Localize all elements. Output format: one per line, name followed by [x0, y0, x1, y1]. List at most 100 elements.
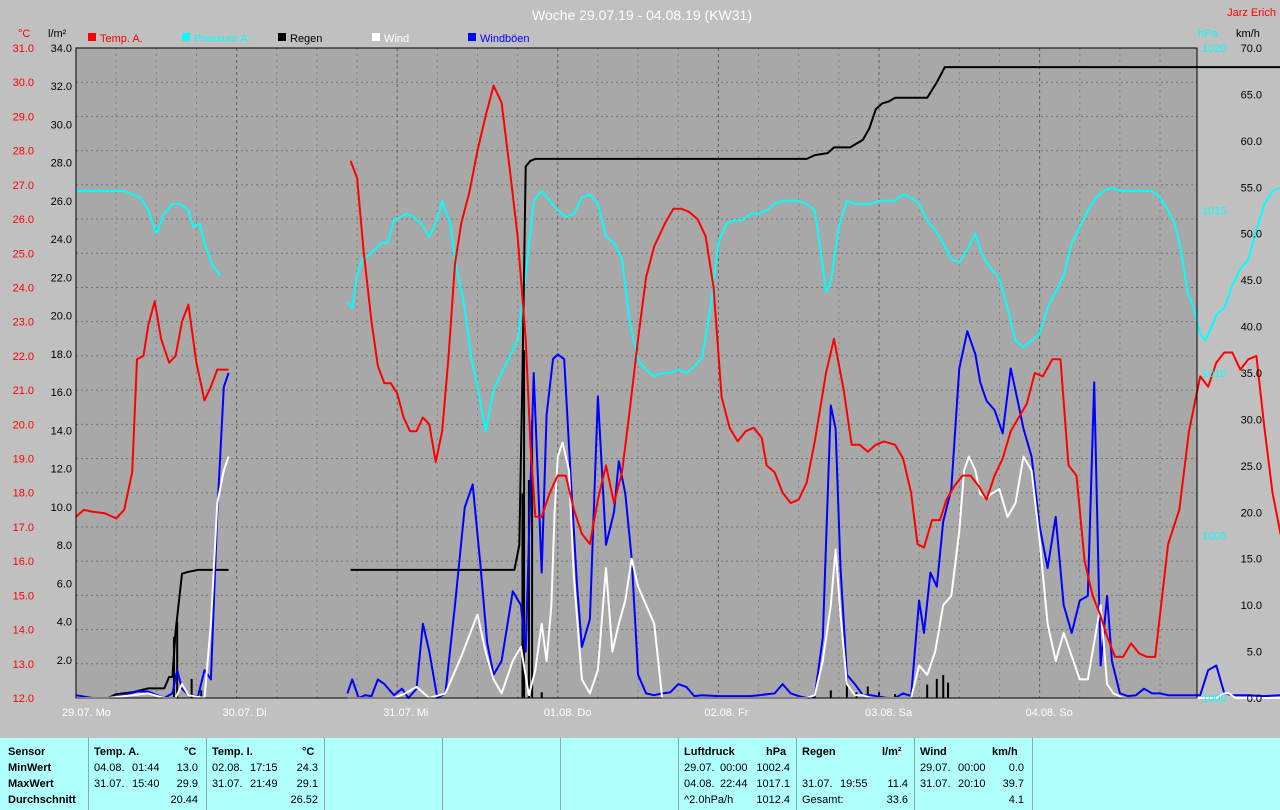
stats-row-min: MinWert — [8, 762, 52, 774]
grid-lines — [76, 48, 1197, 698]
x-tick-label: 03.08. Sa — [865, 707, 913, 719]
stats-wind-min-value: 0.0 — [1008, 762, 1024, 774]
temp-tick-label: 28.0 — [13, 146, 34, 158]
stats-rain-max-date: 31.07. — [802, 778, 833, 790]
stats-wind-min-time: 00:00 — [958, 762, 986, 774]
stats-tempi-min-time: 17:15 — [250, 762, 278, 774]
stats-pressure-max-date: 04.08. — [684, 778, 715, 790]
rain-tick-label: 30.0 — [51, 119, 72, 131]
temp-tick-label: 30.0 — [13, 77, 34, 89]
stats-tempa-avg-value: 20.44 — [170, 794, 198, 806]
stats-tempa-unit: °C — [184, 746, 197, 758]
author-label: Jarz Erich — [1227, 7, 1276, 19]
x-tick-label: 02.08. Fr — [704, 707, 748, 719]
rain-tick-label: 18.0 — [51, 349, 72, 361]
axes-labels: 12.0 13.0 14.0 15.0 16.0 17.0 18.0 19.0 20.0 21.0… — [13, 43, 1262, 719]
wind-axis-unit: km/h — [1236, 28, 1260, 40]
rain-tick-label: 34.0 — [51, 43, 72, 55]
temp-tick-label: 21.0 — [13, 385, 34, 397]
stats-tempi-min-value: 24.3 — [296, 762, 318, 774]
x-tick-label: 01.08. Do — [544, 707, 592, 719]
temp-tick-label: 27.0 — [13, 180, 34, 192]
wind-tick-label: 15.0 — [1241, 554, 1262, 566]
stats-rain-total-label: Gesamt: — [802, 794, 844, 806]
stats-row-max: MaxWert — [8, 778, 54, 790]
wind-tick-label: 40.0 — [1241, 322, 1262, 334]
stats-row-avg: Durchschnitt — [8, 794, 76, 806]
temp-tick-label: 16.0 — [13, 556, 34, 568]
wind-tick-label: 45.0 — [1241, 275, 1262, 287]
stats-tempa-max-date: 31.07. — [94, 778, 125, 790]
stats-pressure-max-time: 22:44 — [720, 778, 748, 790]
wind-tick-label: 20.0 — [1241, 507, 1262, 519]
stats-rain-max-time: 19:55 — [840, 778, 868, 790]
stats-tempi-avg-value: 26.52 — [290, 794, 318, 806]
rain-bars — [172, 350, 950, 698]
stats-wind-max-value: 39.7 — [1002, 778, 1024, 790]
rain-tick-label: 32.0 — [51, 81, 72, 93]
temp-tick-label: 23.0 — [13, 317, 34, 329]
wind-tick-label: 70.0 — [1241, 43, 1262, 55]
pressure-tick-label: 1015 — [1202, 206, 1226, 218]
temp-tick-label: 19.0 — [13, 454, 34, 466]
wind-tick-label: 10.0 — [1241, 600, 1262, 612]
temp-tick-label: 15.0 — [13, 590, 34, 602]
stats-pressure-unit: hPa — [766, 746, 787, 758]
stats-tempa-min-date: 04.08. — [94, 762, 125, 774]
legend-label: Regen — [290, 33, 322, 45]
temp-tick-label: 29.0 — [13, 111, 34, 123]
stats-wind-min-date: 29.07. — [920, 762, 951, 774]
temp-tick-label: 12.0 — [13, 693, 34, 705]
stats-rain-unit: l/m² — [882, 746, 902, 758]
legend-label: Temp. A. — [100, 33, 143, 45]
x-tick-label: 30.07. Di — [223, 707, 267, 719]
rain-tick-label: 26.0 — [51, 196, 72, 208]
stats-wind-header: Wind — [920, 746, 947, 758]
stats-tempi-max-time: 21:49 — [250, 778, 278, 790]
stats-rain-total-value: 33.6 — [886, 794, 908, 806]
series-line-temp-a- — [75, 300, 229, 520]
legend-label: Wind — [384, 33, 409, 45]
rain-tick-label: 8.0 — [57, 540, 72, 552]
series-line-regen — [350, 66, 1280, 571]
temp-tick-label: 26.0 — [13, 214, 34, 226]
wind-tick-label: 30.0 — [1241, 414, 1262, 426]
stats-wind-max-time: 20:10 — [958, 778, 986, 790]
pressure-tick-label: 1020 — [1202, 43, 1226, 55]
plot-area — [76, 48, 1197, 698]
pressure-tick-label: 1000 — [1202, 693, 1226, 705]
rain-tick-label: 16.0 — [51, 387, 72, 399]
stats-tempi-max-value: 29.1 — [296, 778, 318, 790]
rain-tick-label: 22.0 — [51, 272, 72, 284]
series-line-pressure-a- — [346, 186, 1280, 433]
stats-tempi-min-date: 02.08. — [212, 762, 243, 774]
wind-tick-label: 60.0 — [1241, 136, 1262, 148]
stats-pressure-trend: ^2.0hPa/h — [684, 794, 734, 806]
rain-tick-label: 12.0 — [51, 464, 72, 476]
legend-swatch — [182, 33, 190, 41]
stats-tempi-header: Temp. I. — [212, 746, 253, 758]
rain-axis-unit: l/m² — [48, 28, 67, 40]
stats-tempa-min-value: 13.0 — [176, 762, 198, 774]
legend-swatch — [372, 33, 380, 41]
stats-tempa-max-time: 15:40 — [132, 778, 160, 790]
stats-rain-max-value: 11.4 — [887, 778, 908, 790]
stats-wind-avg-value: 4.1 — [1008, 794, 1024, 806]
stats-panel: Sensor MinWert MaxWert Durchschnitt Temp… — [0, 738, 1280, 810]
temp-tick-label: 14.0 — [13, 625, 34, 637]
wind-tick-label: 25.0 — [1241, 461, 1262, 473]
stats-pressure-min-date: 29.07. — [684, 762, 715, 774]
temp-tick-label: 13.0 — [13, 659, 34, 671]
temp-tick-label: 25.0 — [13, 248, 34, 260]
legend-swatch — [468, 33, 476, 41]
rain-tick-label: 10.0 — [51, 502, 72, 514]
series-line-pressure-a- — [76, 190, 222, 277]
stats-tempa-min-time: 01:44 — [132, 762, 160, 774]
legend-label: Windböen — [480, 33, 530, 45]
pressure-tick-label: 1005 — [1202, 531, 1226, 543]
stats-pressure-min-value: 1002.4 — [756, 762, 790, 774]
legend-label: Pressure A. — [194, 33, 251, 45]
x-tick-label: 29.07. Mo — [62, 707, 111, 719]
wind-tick-label: 35.0 — [1241, 368, 1262, 380]
stats-tempi-unit: °C — [302, 746, 315, 758]
